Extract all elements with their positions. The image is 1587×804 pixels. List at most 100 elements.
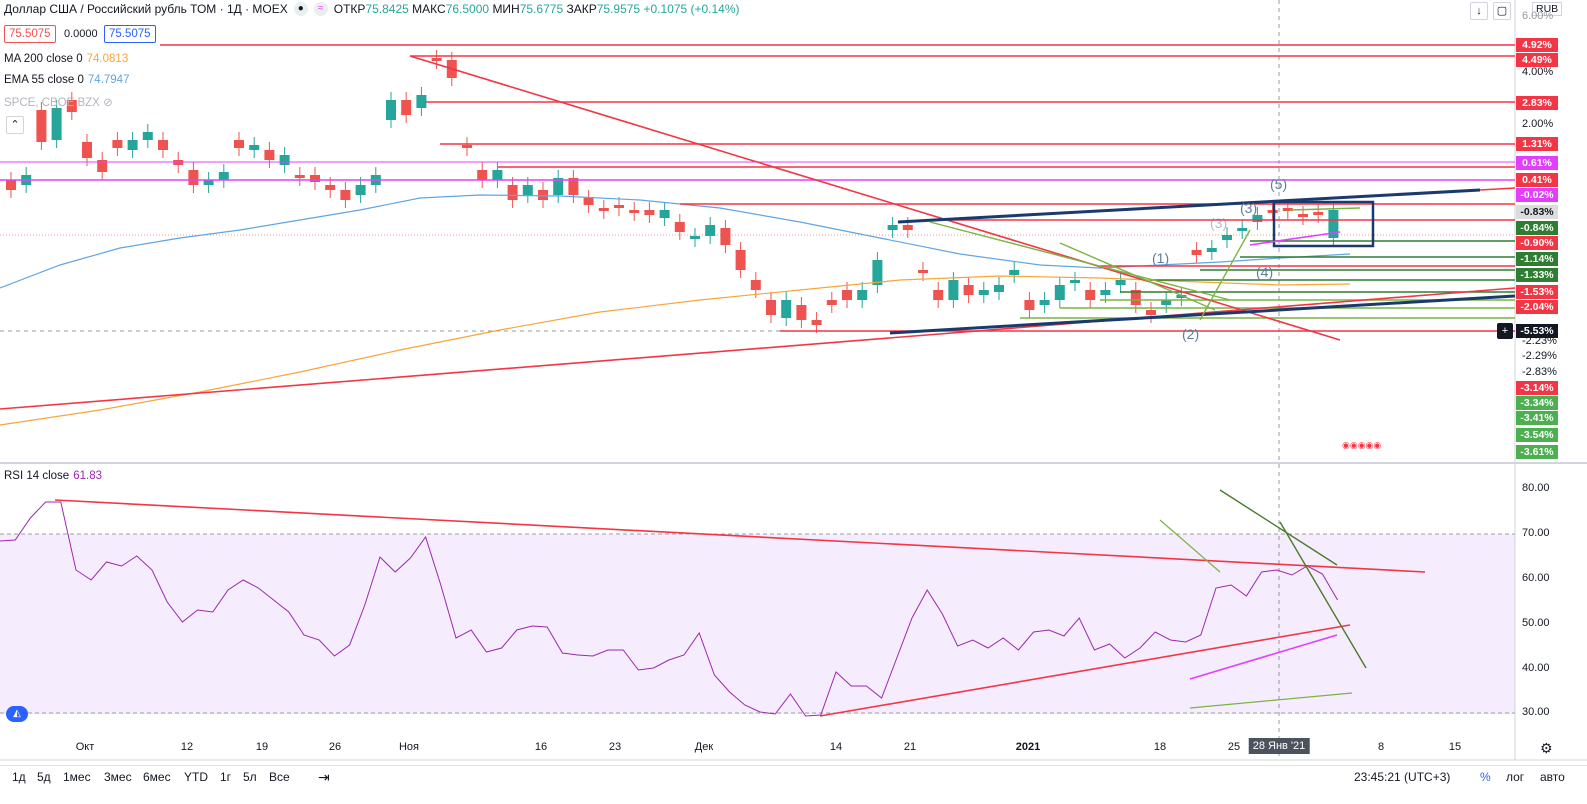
time-label: Дек	[694, 741, 714, 753]
price-level-tag: 2.83%	[1516, 96, 1558, 110]
candle-body	[826, 300, 837, 305]
price-level-tag: -3.54%	[1516, 428, 1558, 442]
candle-body	[857, 290, 868, 300]
clock-display[interactable]: 23:45:21 (UTC+3)	[1354, 770, 1451, 784]
time-label: 16	[534, 741, 548, 753]
rsi-axis-label: 50.00	[1522, 617, 1550, 629]
candle-body	[781, 300, 792, 318]
period-1d-button[interactable]: 1д	[12, 770, 26, 784]
candle-body	[462, 145, 472, 148]
ema55-legend[interactable]: EMA 55 close 0 74.7947	[4, 74, 130, 86]
price-level-tag: -0.84%	[1516, 221, 1558, 235]
candle-body	[188, 170, 199, 185]
events-icon[interactable]: ◉◉◉◉◉	[1342, 440, 1382, 450]
rsi-axis-label: 60.00	[1522, 572, 1550, 584]
period-5d-button[interactable]: 5д	[37, 770, 51, 784]
symbol-header: Доллар США / Российский рубль ТОМ · 1Д ·…	[4, 2, 740, 16]
time-label: 26	[328, 741, 342, 753]
axis-label: 2.00%	[1522, 118, 1554, 130]
candle-body	[644, 210, 655, 215]
candle-body	[507, 185, 518, 200]
candle-body	[1222, 235, 1232, 240]
candle-body	[1267, 210, 1278, 213]
symbol-title[interactable]: Доллар США / Российский рубль ТОМ · 1Д ·…	[4, 2, 288, 16]
scroll-down-button[interactable]: ↓	[1470, 2, 1488, 20]
price-level-tag: -1.53%	[1516, 285, 1558, 299]
candle-body	[6, 180, 16, 190]
candle-body	[963, 285, 974, 295]
candle-body	[978, 290, 989, 295]
period-ytd-button[interactable]: YTD	[184, 770, 208, 784]
candle-body	[1085, 290, 1096, 300]
auto-scale-button[interactable]: авто	[1540, 770, 1565, 784]
time-label: 21	[903, 741, 917, 753]
rsi-axis-label: 30.00	[1522, 706, 1550, 718]
candle-body	[142, 132, 153, 140]
candle-body	[614, 205, 624, 208]
candle-body	[1100, 290, 1111, 295]
period-all-button[interactable]: Все	[269, 770, 290, 784]
candle-body	[1115, 280, 1126, 285]
log-scale-button[interactable]: лог	[1506, 770, 1525, 784]
candle-body	[51, 108, 62, 140]
candle-body	[82, 142, 92, 158]
price-level-tag: -3.34%	[1516, 396, 1558, 410]
crosshair-date-label: 28 Янв '21	[1248, 738, 1310, 754]
add-level-button[interactable]: +	[1497, 323, 1513, 339]
candle-body	[1024, 300, 1035, 310]
wave-label: (1)	[1152, 250, 1170, 266]
hidden-eye-icon[interactable]: ⊘	[103, 97, 113, 109]
period-6m-button[interactable]: 6мес	[143, 770, 171, 784]
candle-body	[811, 320, 822, 325]
percent-scale-button[interactable]: %	[1480, 770, 1491, 784]
candle-body	[705, 225, 716, 236]
price-level-tag: -0.90%	[1516, 236, 1558, 250]
price-level-tag: 1.31%	[1516, 137, 1558, 151]
collapse-legend-button[interactable]: ⌃	[6, 116, 24, 134]
currency-label[interactable]: RUB	[1532, 2, 1563, 16]
candle-body	[340, 190, 351, 200]
ma200-legend[interactable]: MA 200 close 0 74.0813	[4, 53, 129, 65]
period-1m-button[interactable]: 1мес	[63, 770, 91, 784]
axis-label: 4.00%	[1522, 66, 1554, 78]
buy-price[interactable]: 75.5075	[104, 25, 156, 43]
period-5y-button[interactable]: 5л	[243, 770, 257, 784]
maximize-button[interactable]: ▢	[1493, 2, 1511, 20]
time-label: Окт	[75, 741, 95, 753]
price-level-tag: -2.04%	[1516, 300, 1558, 314]
rsi-legend[interactable]: RSI 14 close 61.83	[4, 470, 102, 482]
settings-gear-icon[interactable]: ⚙	[1540, 740, 1553, 756]
candle-body	[218, 172, 229, 180]
candle-body	[1237, 228, 1248, 231]
candle-body	[112, 140, 123, 148]
period-3m-button[interactable]: 3мес	[104, 770, 132, 784]
candle-body	[1130, 290, 1141, 305]
compare-legend[interactable]: SPCE, CBOE BZX ⊘	[4, 97, 113, 109]
candle-body	[127, 140, 138, 150]
sell-price[interactable]: 75.5075	[4, 25, 56, 43]
time-label: 12	[180, 741, 194, 753]
time-label: 25	[1227, 741, 1241, 753]
candle-body	[203, 180, 214, 185]
candle-body	[279, 155, 290, 165]
candle-body	[629, 210, 640, 213]
compare-icon[interactable]: ≈	[313, 2, 328, 16]
candle-body	[1282, 208, 1293, 211]
period-1y-button[interactable]: 1г	[220, 770, 232, 784]
date-range-icon[interactable]: ⇥	[318, 769, 330, 785]
candle-body	[1298, 214, 1308, 217]
time-label: 14	[829, 741, 843, 753]
axis-label: -2.29%	[1522, 350, 1557, 362]
candle-body	[325, 185, 336, 190]
wave-label: (4)	[1256, 264, 1274, 280]
price-level-tag: 0.61%	[1516, 156, 1558, 170]
tradingview-logo-icon[interactable]: ◭	[6, 706, 28, 722]
price-level-tag: -3.14%	[1516, 381, 1558, 395]
candle-body	[386, 100, 396, 120]
candle-body	[416, 95, 427, 108]
wave-label: (3)	[1240, 200, 1258, 216]
candle-body	[538, 190, 548, 200]
ohlc-readout: ОТКР75.8425 МАКС76.5000 МИН75.6775 ЗАКР7…	[333, 2, 740, 16]
price-level-tag: 4.49%	[1516, 53, 1558, 67]
